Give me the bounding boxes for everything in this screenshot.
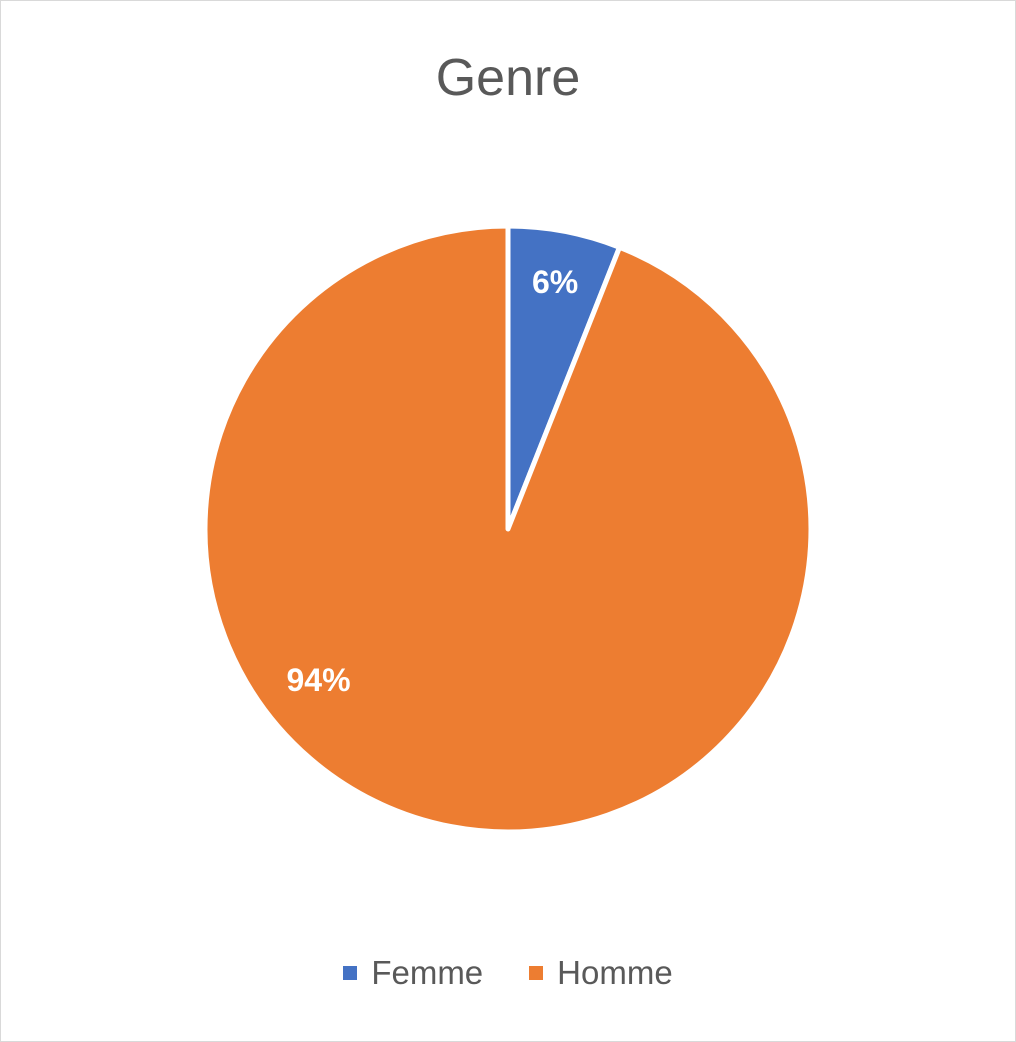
legend-item-homme: Homme bbox=[529, 951, 673, 995]
pie-data-labels: 6% 94% bbox=[287, 264, 579, 698]
legend-label-femme: Femme bbox=[371, 954, 484, 991]
legend-item-femme: Femme bbox=[343, 951, 483, 995]
legend: Femme Homme bbox=[1, 951, 1015, 995]
data-label-homme: 94% bbox=[287, 662, 351, 698]
data-label-femme: 6% bbox=[532, 264, 578, 300]
legend-label-homme: Homme bbox=[557, 954, 673, 991]
legend-swatch-homme bbox=[529, 966, 544, 980]
legend-swatch-femme bbox=[343, 966, 358, 980]
pie-slice-homme bbox=[202, 223, 814, 835]
pie-slices bbox=[202, 223, 814, 835]
chart-title: Genre bbox=[435, 49, 581, 107]
